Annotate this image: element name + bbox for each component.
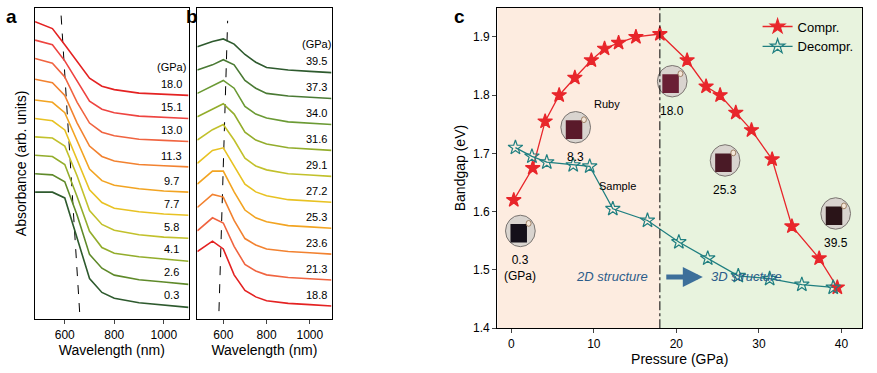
svg-text:3D structure: 3D structure — [711, 269, 782, 284]
svg-text:(GPa): (GPa) — [157, 61, 186, 73]
svg-text:39.5: 39.5 — [824, 236, 848, 250]
svg-text:1000: 1000 — [150, 328, 177, 342]
svg-text:Ruby: Ruby — [594, 98, 620, 110]
svg-text:39.5: 39.5 — [306, 55, 327, 67]
svg-text:13.0: 13.0 — [161, 124, 182, 136]
svg-text:2D structure: 2D structure — [576, 269, 648, 284]
svg-text:1.8: 1.8 — [473, 88, 490, 102]
svg-text:Wavelength (nm): Wavelength (nm) — [59, 342, 165, 358]
svg-text:Bandgap (eV): Bandgap (eV) — [452, 125, 468, 211]
svg-text:800: 800 — [257, 328, 277, 342]
svg-text:23.6: 23.6 — [306, 237, 327, 249]
svg-text:5.8: 5.8 — [164, 221, 179, 233]
svg-text:800: 800 — [104, 328, 124, 342]
svg-text:18.0: 18.0 — [161, 78, 182, 90]
svg-text:b: b — [186, 6, 198, 27]
svg-text:Decompr.: Decompr. — [798, 39, 854, 54]
svg-text:29.1: 29.1 — [306, 159, 327, 171]
svg-text:18.8: 18.8 — [306, 289, 327, 301]
svg-text:25.3: 25.3 — [713, 183, 737, 197]
svg-text:1.5: 1.5 — [473, 263, 490, 277]
svg-text:18.0: 18.0 — [660, 104, 684, 118]
svg-text:a: a — [6, 6, 17, 27]
svg-text:15.1: 15.1 — [161, 101, 182, 113]
svg-text:9.7: 9.7 — [164, 175, 179, 187]
svg-text:0: 0 — [508, 337, 515, 351]
svg-text:4.1: 4.1 — [164, 243, 179, 255]
svg-text:0.3(GPa): 0.3(GPa) — [504, 253, 536, 283]
svg-text:34.0: 34.0 — [306, 107, 327, 119]
svg-text:(GPa): (GPa) — [302, 38, 331, 50]
svg-text:Wavelength (nm): Wavelength (nm) — [211, 342, 317, 358]
svg-text:Compr.: Compr. — [798, 20, 840, 35]
svg-text:600: 600 — [213, 328, 233, 342]
svg-text:11.3: 11.3 — [161, 150, 182, 162]
svg-text:1.9: 1.9 — [473, 30, 490, 44]
svg-text:30: 30 — [752, 337, 766, 351]
svg-text:31.6: 31.6 — [306, 133, 327, 145]
svg-text:27.2: 27.2 — [306, 185, 327, 197]
svg-text:1000: 1000 — [297, 328, 324, 342]
svg-text:37.3: 37.3 — [306, 81, 327, 93]
svg-text:Absorbance (arb. units): Absorbance (arb. units) — [13, 91, 29, 237]
svg-text:600: 600 — [55, 328, 75, 342]
svg-text:2.6: 2.6 — [164, 266, 179, 278]
svg-text:0.3: 0.3 — [164, 289, 179, 301]
svg-text:20: 20 — [670, 337, 684, 351]
svg-text:40: 40 — [835, 337, 849, 351]
svg-text:25.3: 25.3 — [306, 211, 327, 223]
svg-text:Sample: Sample — [599, 180, 636, 192]
svg-text:Pressure (GPa): Pressure (GPa) — [631, 351, 728, 367]
svg-text:10: 10 — [587, 337, 601, 351]
svg-text:21.3: 21.3 — [306, 263, 327, 275]
svg-text:c: c — [454, 6, 465, 27]
svg-text:7.7: 7.7 — [164, 198, 179, 210]
svg-text:1.7: 1.7 — [473, 147, 490, 161]
svg-text:1.6: 1.6 — [473, 205, 490, 219]
svg-text:1.4: 1.4 — [473, 321, 490, 335]
svg-text:8.3: 8.3 — [567, 150, 584, 164]
